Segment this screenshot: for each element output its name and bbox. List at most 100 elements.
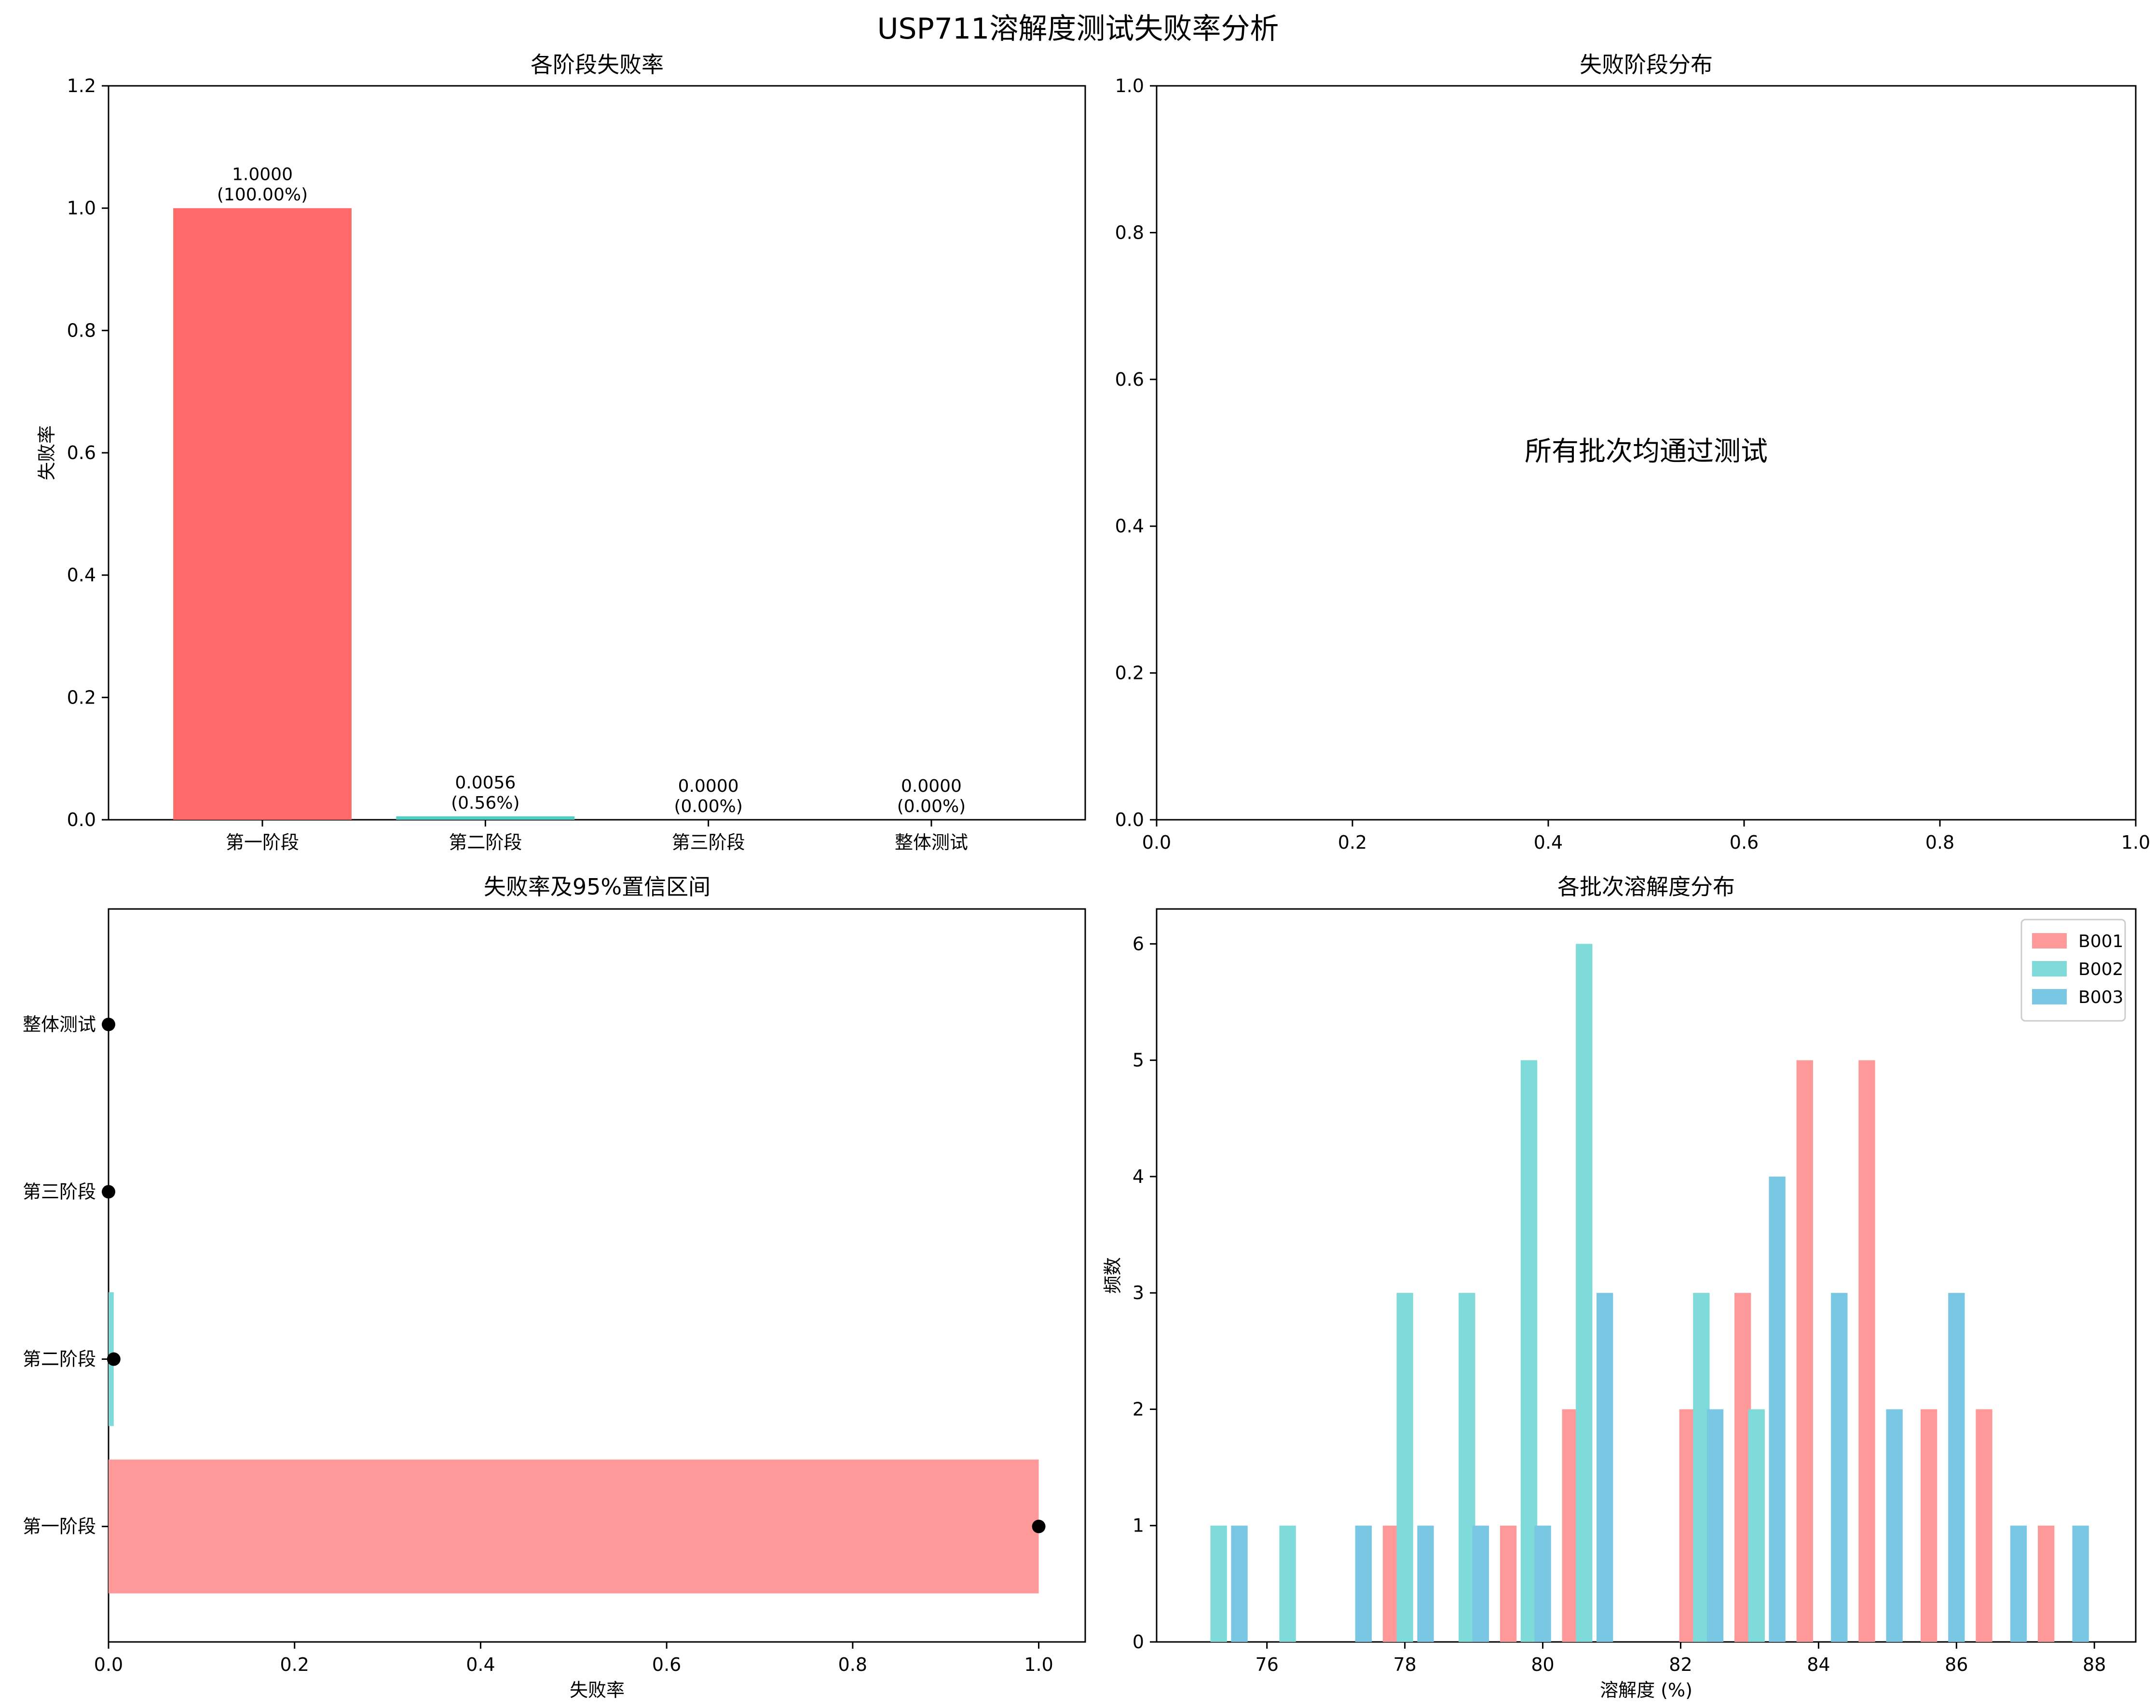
panel-failure-stage-distribution: 失败阶段分布 所有批次均通过测试 0.0 0.2 0.4 0.6 0.8 1.0 0.0 0.…	[1115, 52, 2151, 853]
panel2-ytick-label: 0.2	[1115, 663, 1144, 684]
panel4-hist-bar-b001	[1796, 1060, 1813, 1642]
panel1-bar-value-label: 0.0000	[678, 776, 739, 796]
panel1-bar-percent-label: (0.00%)	[897, 797, 966, 816]
panel1-ytick-label: 0.0	[67, 809, 96, 830]
panel1-bar	[396, 816, 575, 820]
panel4-title: 各批次溶解度分布	[1557, 874, 1735, 900]
panel4-legend-swatch	[2032, 989, 2067, 1004]
panel4-xtick-label: 84	[1807, 1654, 1830, 1675]
panel-failure-rate-ci: 失败率及95%置信区间 失败率 0.0 0.2 0.4 0.6 0.8 1.0 第一阶段 第二…	[23, 874, 1086, 1701]
panel3-xtick-label: 1.0	[1024, 1654, 1053, 1675]
panel4-legend-label: B002	[2078, 960, 2123, 979]
panel2-title: 失败阶段分布	[1580, 52, 1713, 78]
panel4-ytick-label: 4	[1133, 1166, 1144, 1187]
panel4-legend-label: B003	[2078, 988, 2123, 1007]
panel3-xtick-label: 0.0	[94, 1654, 123, 1675]
panel1-bar-value-label: 1.0000	[232, 165, 293, 185]
panel4-hist-bar-b003	[1534, 1525, 1551, 1642]
panel2-note: 所有批次均通过测试	[1525, 436, 1768, 467]
panel4-ytick-label: 1	[1133, 1515, 1144, 1536]
panel1-bar-percent-label: (0.56%)	[451, 793, 519, 813]
panel4-hist-bar-b002	[1396, 1293, 1413, 1642]
panel4-xtick-label: 76	[1255, 1654, 1279, 1675]
panel1-bar-percent-label: (100.00%)	[217, 185, 308, 205]
panel4-hist-bar-b002	[1748, 1409, 1765, 1642]
panel2-ytick-label: 0.0	[1115, 809, 1144, 830]
panel3-point	[107, 1352, 121, 1366]
panel4-hist-bar-b001	[2038, 1525, 2055, 1642]
panel4-hist-bar-b001	[1976, 1409, 1992, 1642]
panel4-hist-bar-b001	[1858, 1060, 1875, 1642]
panel3-title: 失败率及95%置信区间	[484, 874, 710, 900]
panel4-hist-bar-b002	[1210, 1525, 1227, 1642]
panel1-ytick-label: 0.6	[67, 442, 96, 463]
panel4-xtick-label: 82	[1669, 1654, 1692, 1675]
panel4-hist-bar-b003	[1706, 1409, 1724, 1642]
panel1-ytick-label: 1.0	[67, 198, 96, 219]
panel1-ytick-label: 1.2	[67, 75, 96, 96]
panel3-ytick-label: 第二阶段	[23, 1349, 96, 1370]
panel1-bar-value-label: 0.0056	[455, 773, 516, 793]
panel4-hist-bar-b001	[1920, 1409, 1938, 1642]
panel1-ytick-label: 0.8	[67, 320, 96, 341]
panel4-xtick-label: 78	[1393, 1654, 1416, 1675]
panel2-ytick-label: 0.6	[1115, 369, 1144, 390]
panel2-xtick-label: 0.6	[1730, 832, 1759, 853]
panel3-ytick-label: 第一阶段	[23, 1516, 96, 1537]
panel4-hist-bar-b003	[1597, 1293, 1613, 1642]
panel4-legend-swatch	[2032, 961, 2067, 976]
panel3-frame	[108, 908, 1086, 1643]
panel4-hist-bar-b002	[1576, 944, 1593, 1642]
panel4-legend-swatch	[2032, 933, 2067, 949]
panel1-xtick-label: 整体测试	[895, 832, 968, 853]
panel4-hist-bar-b003	[1831, 1293, 1848, 1642]
panel4-ytick-label: 5	[1133, 1050, 1144, 1071]
panel4-hist-bar-b003	[1948, 1293, 1965, 1642]
panel1-ytick-label: 0.4	[67, 565, 96, 586]
panel3-xtick-label: 0.8	[838, 1654, 867, 1675]
panel1-bar	[173, 208, 352, 820]
panel2-xtick-label: 0.8	[1925, 832, 1954, 853]
panel3-xtick-label: 0.2	[280, 1654, 309, 1675]
panel4-hist-bar-b003	[1886, 1409, 1903, 1642]
panel2-xtick-label: 0.2	[1338, 832, 1367, 853]
panel2-frame	[1156, 85, 2137, 821]
panel1-xtick-label: 第三阶段	[672, 832, 745, 853]
panel4-hist-bar-b001	[1500, 1525, 1517, 1642]
panel4-xtick-label: 88	[2083, 1654, 2106, 1675]
figure-suptitle: USP711溶解度测试失败率分析	[877, 12, 1279, 46]
panel2-ytick-label: 1.0	[1115, 75, 1144, 96]
panel2-xtick-label: 0.4	[1534, 832, 1563, 853]
panel3-xlabel: 失败率	[570, 1680, 625, 1701]
panel3-xtick-label: 0.6	[652, 1654, 681, 1675]
panel4-hist-bar-b003	[1472, 1525, 1489, 1642]
panel1-ylabel: 失败率	[36, 425, 57, 480]
panel4-hist-bar-b003	[1417, 1525, 1434, 1642]
panel2-ytick-label: 0.4	[1115, 515, 1144, 537]
panel4-hist-bar-b003	[1355, 1525, 1372, 1642]
panel4-hist-bar-b002	[1279, 1525, 1296, 1642]
panel4-ylabel: 频数	[1102, 1257, 1123, 1294]
panel1-bar-percent-label: (0.00%)	[674, 797, 742, 816]
panel-batch-dissolution-histogram: 各批次溶解度分布 溶解度 (%) 频数 76 78 80 82 84 86 88 0 1 2 3 4 5…	[1102, 874, 2137, 1701]
panel4-hist-bar-b003	[2072, 1525, 2089, 1642]
panel4-xtick-label: 86	[1945, 1654, 1968, 1675]
panel4-hist-bar-b003	[1769, 1176, 1786, 1642]
panel2-xtick-label: 0.0	[1142, 832, 1171, 853]
panel4-ytick-label: 0	[1133, 1631, 1144, 1653]
panel4-ytick-label: 3	[1133, 1282, 1144, 1303]
panel4-hist-bar-b003	[2010, 1525, 2027, 1642]
panel4-legend-label: B001	[2078, 932, 2123, 951]
panel4-xlabel: 溶解度 (%)	[1600, 1680, 1692, 1701]
panel-stage-failure-rate: 各阶段失败率 失败率 0.0 0.2 0.4 0.6 0.8 1.0 1.2 1.0000(1…	[36, 52, 1086, 853]
panel3-ytick-label: 第三阶段	[23, 1181, 96, 1202]
panel4-hist-bar-b003	[1231, 1525, 1248, 1642]
panel1-xtick-label: 第二阶段	[449, 832, 522, 853]
panel4-frame	[1156, 908, 2137, 1643]
panel1-title: 各阶段失败率	[531, 52, 664, 78]
panel1-xtick-label: 第一阶段	[226, 832, 299, 853]
panel4-ytick-label: 2	[1133, 1398, 1144, 1420]
panel4-xtick-label: 80	[1531, 1654, 1554, 1675]
panel3-point	[1032, 1519, 1046, 1533]
